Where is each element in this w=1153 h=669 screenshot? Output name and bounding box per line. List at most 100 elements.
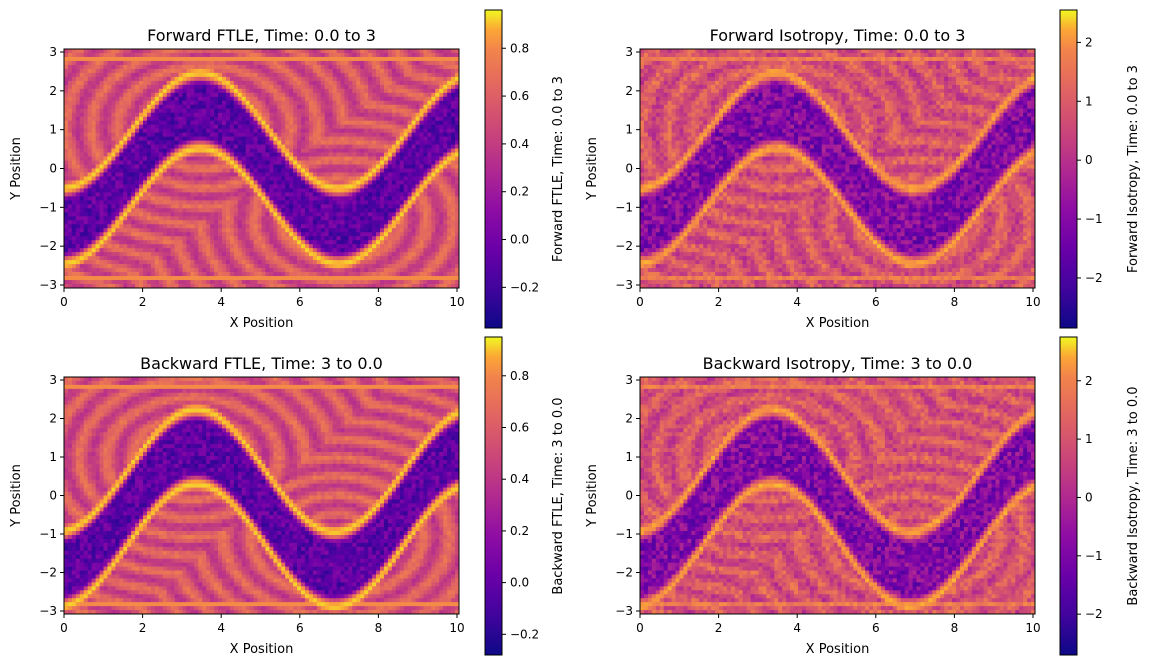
- heatmap-cell: [95, 112, 100, 118]
- heatmap-cell: [423, 164, 428, 169]
- heatmap-cell: [304, 112, 310, 118]
- heatmap-cell: [71, 220, 77, 225]
- heatmap-cell: [308, 108, 314, 114]
- heatmap-cell: [79, 116, 85, 122]
- heatmap-cell: [158, 104, 164, 110]
- heatmap-cell: [154, 172, 160, 177]
- heatmap-cell: [427, 160, 432, 165]
- heatmap-cell: [198, 112, 203, 118]
- heatmap-cell: [210, 236, 215, 241]
- heatmap-cell: [383, 176, 389, 181]
- heatmap-cell: [237, 176, 243, 181]
- heatmap-cell: [320, 104, 326, 110]
- heatmap-cell: [143, 240, 148, 245]
- heatmap-cell: [415, 176, 420, 181]
- heatmap-cell: [95, 104, 100, 110]
- heatmap-cell: [332, 208, 337, 213]
- heatmap-cell: [257, 136, 262, 141]
- heatmap-cell: [431, 196, 436, 201]
- heatmap-cell: [360, 116, 365, 122]
- heatmap-cell: [119, 196, 124, 201]
- heatmap-cell: [64, 220, 69, 225]
- heatmap-cell: [435, 228, 440, 233]
- heatmap-cell: [119, 168, 124, 173]
- heatmap-cell: [67, 216, 73, 221]
- heatmap-cell: [198, 104, 203, 110]
- heatmap-cell: [198, 220, 203, 225]
- heatmap-cell: [115, 188, 120, 193]
- heatmap-cell: [387, 188, 393, 193]
- heatmap-cell: [320, 80, 326, 86]
- heatmap-cell: [391, 76, 397, 82]
- heatmap-cell: [190, 84, 195, 90]
- heatmap-cell: [289, 236, 294, 241]
- heatmap-cell: [439, 84, 444, 90]
- heatmap-cell: [439, 224, 444, 229]
- heatmap-cell: [399, 116, 405, 122]
- heatmap-cell: [91, 120, 96, 126]
- heatmap-cell: [360, 104, 365, 110]
- heatmap-cell: [253, 196, 258, 201]
- heatmap-cell: [297, 152, 302, 157]
- heatmap-cell: [293, 156, 298, 161]
- heatmap-cell: [143, 60, 148, 66]
- heatmap-cell: [455, 96, 460, 102]
- heatmap-cell: [99, 100, 104, 106]
- heatmap-cell: [135, 184, 140, 189]
- heatmap-cell: [387, 136, 393, 141]
- heatmap-cell: [233, 128, 239, 133]
- heatmap-cell: [253, 204, 258, 209]
- heatmap-cell: [225, 124, 231, 130]
- heatmap-cell: [143, 164, 148, 169]
- heatmap-cell: [123, 156, 128, 161]
- heatmap-cell: [186, 96, 191, 102]
- heatmap-cell: [320, 184, 326, 189]
- heatmap-cell: [87, 152, 92, 157]
- heatmap-cell: [356, 84, 361, 90]
- heatmap-cell: [447, 184, 452, 189]
- heatmap-cell: [352, 68, 357, 74]
- heatmap-cell: [415, 188, 420, 193]
- heatmap-cell: [443, 96, 448, 102]
- heatmap-cell: [257, 228, 262, 233]
- heatmap-cell: [233, 176, 239, 181]
- heatmap-cell: [194, 172, 199, 177]
- heatmap-cell: [372, 232, 377, 237]
- heatmap-cell: [71, 212, 77, 217]
- heatmap-cell: [308, 49, 314, 54]
- heatmap-cell: [316, 152, 322, 157]
- heatmap-cell: [170, 56, 175, 62]
- heatmap-cell: [131, 172, 136, 177]
- heatmap-cell: [150, 84, 156, 90]
- heatmap-cell: [364, 192, 369, 197]
- heatmap-cell: [265, 232, 270, 237]
- heatmap-cell: [210, 200, 215, 205]
- heatmap-cell: [419, 188, 424, 193]
- heatmap-cell: [364, 96, 369, 102]
- heatmap-cell: [194, 232, 199, 237]
- heatmap-cell: [419, 196, 424, 201]
- heatmap-cell: [190, 176, 195, 181]
- heatmap-cell: [336, 176, 341, 181]
- heatmap-cell: [419, 144, 424, 149]
- heatmap-cell: [123, 68, 128, 74]
- heatmap-cell: [269, 60, 274, 66]
- heatmap-cell: [332, 72, 337, 78]
- heatmap-cell: [107, 176, 112, 181]
- heatmap-cell: [225, 132, 231, 137]
- heatmap-cell: [316, 92, 322, 98]
- heatmap-cell: [265, 136, 270, 141]
- heatmap-cell: [178, 136, 183, 141]
- heatmap-cell: [241, 164, 247, 169]
- heatmap-cell: [135, 164, 140, 169]
- heatmap-cell: [87, 100, 92, 106]
- heatmap-cell: [135, 112, 140, 118]
- heatmap-cell: [431, 108, 436, 114]
- heatmap-cell: [356, 56, 361, 62]
- heatmap-cell: [222, 172, 227, 177]
- heatmap-cell: [202, 208, 207, 213]
- heatmap-cell: [364, 140, 369, 145]
- heatmap-cell: [214, 128, 219, 133]
- heatmap-cell: [297, 76, 302, 82]
- heatmap-cell: [423, 236, 428, 241]
